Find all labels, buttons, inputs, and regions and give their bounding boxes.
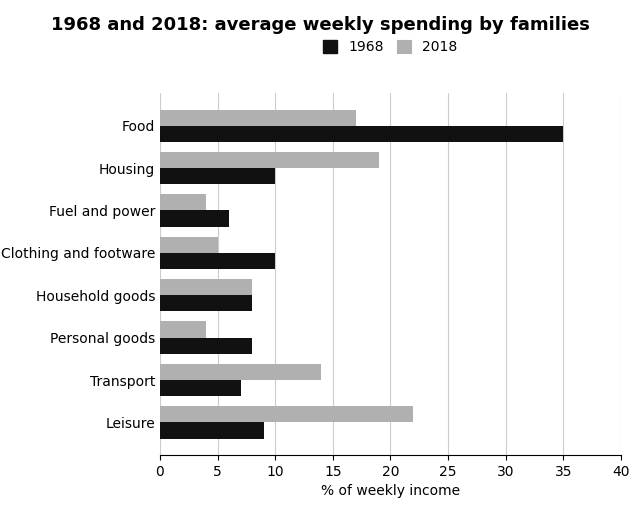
Bar — [160, 380, 241, 396]
Bar — [160, 253, 275, 269]
Bar — [160, 295, 252, 311]
Bar — [160, 364, 321, 380]
Bar — [160, 237, 218, 253]
Bar — [160, 322, 206, 338]
Bar — [160, 422, 264, 438]
X-axis label: % of weekly income: % of weekly income — [321, 484, 460, 498]
Bar — [160, 152, 379, 168]
Bar — [160, 126, 563, 142]
Text: 1968 and 2018: average weekly spending by families: 1968 and 2018: average weekly spending b… — [51, 16, 589, 34]
Bar — [160, 338, 252, 354]
Bar — [160, 168, 275, 184]
Bar — [160, 110, 356, 126]
Legend: 1968, 2018: 1968, 2018 — [317, 35, 463, 60]
Bar — [160, 279, 252, 295]
Bar — [160, 406, 413, 422]
Bar — [160, 210, 229, 226]
Bar — [160, 194, 206, 210]
